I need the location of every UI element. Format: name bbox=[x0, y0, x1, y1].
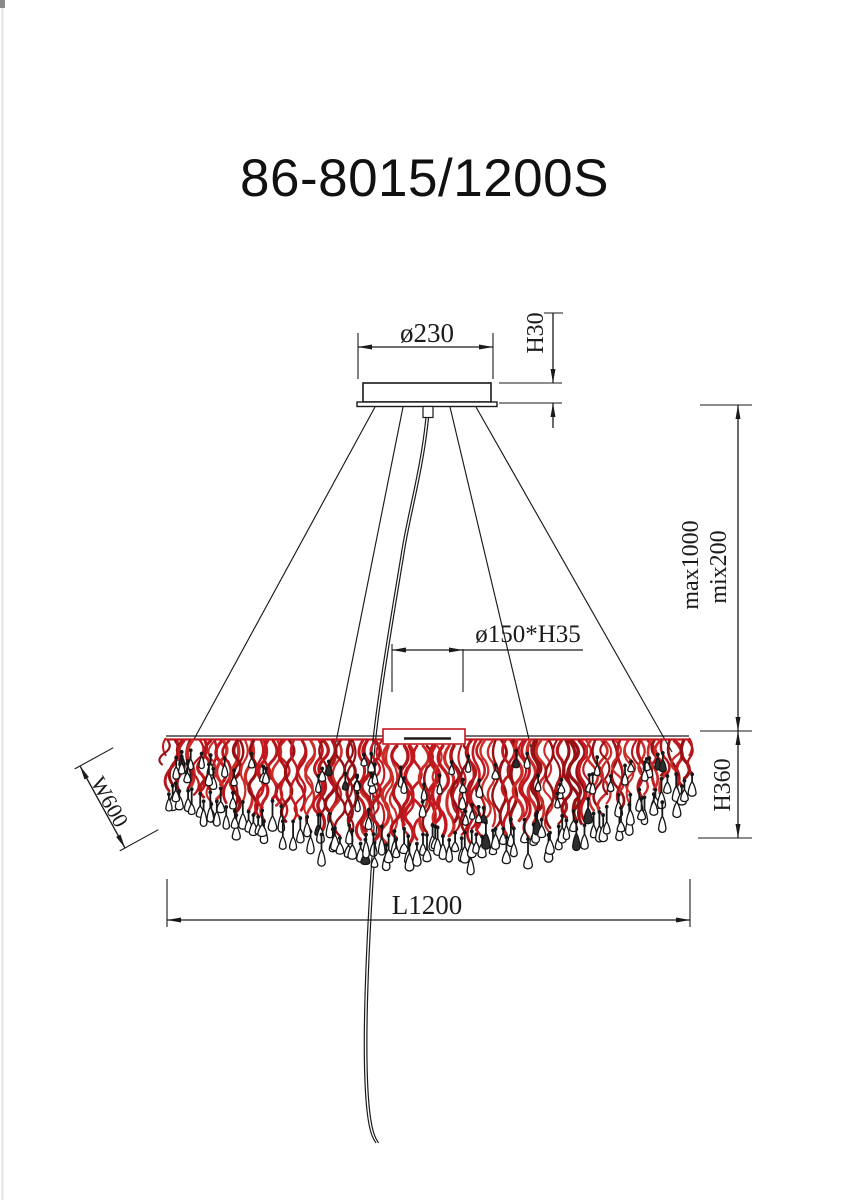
dim-label-hub-size: ø150*H35 bbox=[475, 621, 581, 648]
dim-label-body-length: L1200 bbox=[391, 890, 463, 920]
dim-label-canopy-height: H30 bbox=[523, 312, 549, 354]
dim-label-suspension-min: mix200 bbox=[706, 530, 732, 604]
dim-label-body-height: H360 bbox=[710, 758, 736, 812]
dim-label-suspension-max: max1000 bbox=[678, 520, 704, 610]
product-code-title: 86-8015/1200S bbox=[240, 149, 609, 208]
dim-label-canopy-diameter: ø230 bbox=[400, 318, 454, 348]
